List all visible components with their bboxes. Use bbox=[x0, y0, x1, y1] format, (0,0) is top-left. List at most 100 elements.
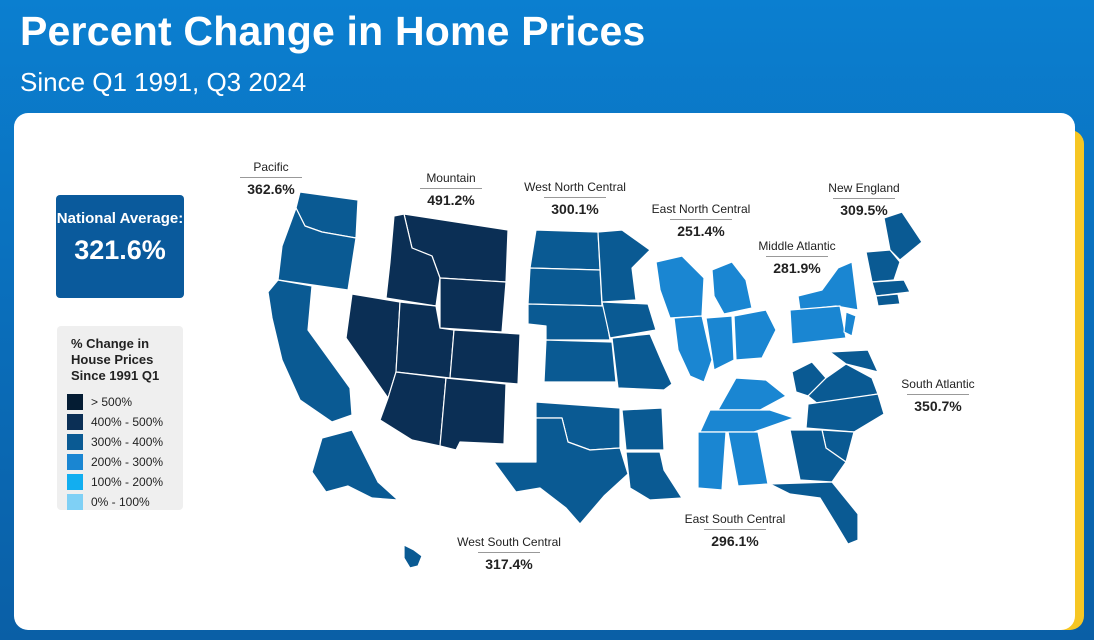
legend-swatch bbox=[67, 414, 83, 430]
region-shape-new-england bbox=[865, 211, 923, 307]
region-name: East North Central bbox=[651, 202, 751, 216]
region-name: South Atlantic bbox=[901, 377, 975, 391]
state-wyoming bbox=[439, 277, 507, 333]
region-label-west-south-central: West South Central 317.4% bbox=[439, 535, 579, 572]
region-label-divider bbox=[240, 177, 302, 178]
state-illinois bbox=[673, 315, 713, 383]
region-name: Mountain bbox=[426, 171, 476, 185]
page-subtitle: Since Q1 1991, Q3 2024 bbox=[20, 67, 307, 97]
state-kentucky bbox=[717, 377, 787, 411]
state-nevada bbox=[345, 293, 401, 399]
legend-item-label: 400% - 500% bbox=[91, 415, 164, 429]
state-maine bbox=[883, 211, 923, 261]
state-kansas bbox=[543, 339, 617, 383]
page-title: Percent Change in Home Prices bbox=[20, 8, 646, 54]
legend-item: 300% - 400% bbox=[67, 432, 183, 452]
region-value: 296.1% bbox=[711, 533, 759, 549]
region-value: 317.4% bbox=[485, 556, 533, 572]
region-label-divider bbox=[420, 188, 482, 189]
state-iowa bbox=[601, 301, 657, 339]
region-shape-west-north-central bbox=[527, 229, 673, 391]
state-texas bbox=[493, 417, 629, 525]
region-name: Pacific bbox=[253, 160, 289, 174]
legend-swatch bbox=[67, 394, 83, 410]
region-label-divider bbox=[544, 197, 606, 198]
legend-swatch bbox=[67, 494, 83, 510]
region-value: 300.1% bbox=[551, 201, 599, 217]
legend-item-label: 100% - 200% bbox=[91, 475, 164, 489]
state-pennsylvania bbox=[789, 305, 847, 345]
state-ohio bbox=[733, 309, 777, 361]
region-shape-mountain bbox=[345, 213, 521, 451]
legend-item-label: 0% - 100% bbox=[91, 495, 150, 509]
region-name: Middle Atlantic bbox=[758, 239, 836, 253]
legend-swatch bbox=[67, 454, 83, 470]
state-oregon bbox=[277, 207, 357, 291]
region-label-mountain: Mountain 491.2% bbox=[381, 171, 521, 208]
state-indiana bbox=[705, 315, 735, 371]
state-south-dakota bbox=[527, 267, 603, 307]
legend-item-label: 300% - 400% bbox=[91, 435, 164, 449]
state-louisiana bbox=[625, 451, 683, 501]
legend-swatch bbox=[67, 474, 83, 490]
legend-swatch bbox=[67, 434, 83, 450]
legend-item: 0% - 100% bbox=[67, 492, 183, 512]
region-shape-south-atlantic bbox=[769, 349, 885, 545]
state-michigan bbox=[711, 261, 753, 315]
state-alaska bbox=[311, 429, 399, 501]
state-arkansas bbox=[621, 407, 665, 451]
region-value: 350.7% bbox=[914, 398, 962, 414]
legend-item: > 500% bbox=[67, 392, 183, 412]
region-label-divider bbox=[478, 552, 540, 553]
state-new-jersey bbox=[843, 311, 857, 337]
region-value: 251.4% bbox=[677, 223, 725, 239]
state-hawaii bbox=[403, 544, 423, 569]
national-average-label: National Average: bbox=[56, 210, 184, 227]
region-value: 281.9% bbox=[773, 260, 821, 276]
legend-title: % Change in House Prices Since 1991 Q1 bbox=[71, 336, 160, 383]
region-label-east-north-central: East North Central 251.4% bbox=[631, 202, 771, 239]
region-shape-west-south-central bbox=[493, 401, 683, 525]
legend-list: > 500% 400% - 500% 300% - 400% 200% - 30… bbox=[67, 392, 183, 512]
national-average-box: National Average: 321.6% bbox=[56, 195, 184, 298]
state-north-carolina bbox=[805, 393, 885, 433]
region-label-south-atlantic: South Atlantic 350.7% bbox=[868, 377, 1008, 414]
region-label-divider bbox=[670, 219, 732, 220]
region-shape-east-north-central bbox=[655, 255, 777, 383]
region-label-west-north-central: West North Central 300.1% bbox=[505, 180, 645, 217]
state-connecticut-ri bbox=[875, 293, 901, 307]
region-label-east-south-central: East South Central 296.1% bbox=[665, 512, 805, 549]
map-legend: % Change in House Prices Since 1991 Q1 >… bbox=[57, 326, 183, 510]
state-new-mexico bbox=[439, 377, 507, 451]
region-value: 309.5% bbox=[840, 202, 888, 218]
legend-item: 400% - 500% bbox=[67, 412, 183, 432]
region-name: New England bbox=[828, 181, 900, 195]
state-tennessee bbox=[699, 409, 795, 433]
state-missouri bbox=[611, 333, 673, 391]
region-value: 362.6% bbox=[247, 181, 295, 197]
state-wisconsin bbox=[655, 255, 705, 319]
region-label-middle-atlantic: Middle Atlantic 281.9% bbox=[727, 239, 867, 276]
state-alabama bbox=[727, 431, 769, 487]
state-nebraska bbox=[527, 303, 611, 341]
state-vermont-nh bbox=[865, 249, 901, 283]
region-label-divider bbox=[766, 256, 828, 257]
state-georgia bbox=[789, 429, 847, 483]
region-label-divider bbox=[907, 394, 969, 395]
region-value: 491.2% bbox=[427, 192, 475, 208]
region-name: East South Central bbox=[684, 512, 786, 526]
region-shape-east-south-central bbox=[697, 377, 795, 491]
legend-item: 200% - 300% bbox=[67, 452, 183, 472]
region-shape-middle-atlantic bbox=[789, 261, 859, 345]
state-maryland-de bbox=[829, 349, 879, 373]
region-name: West North Central bbox=[524, 180, 626, 194]
region-shape-pacific bbox=[267, 191, 423, 569]
region-label-divider bbox=[704, 529, 766, 530]
national-average-value: 321.6% bbox=[74, 235, 166, 265]
region-label-new-england: New England 309.5% bbox=[794, 181, 934, 218]
state-california bbox=[267, 279, 353, 423]
region-label-pacific: Pacific 362.6% bbox=[201, 160, 341, 197]
legend-item-label: 200% - 300% bbox=[91, 455, 164, 469]
state-massachusetts bbox=[871, 279, 911, 297]
